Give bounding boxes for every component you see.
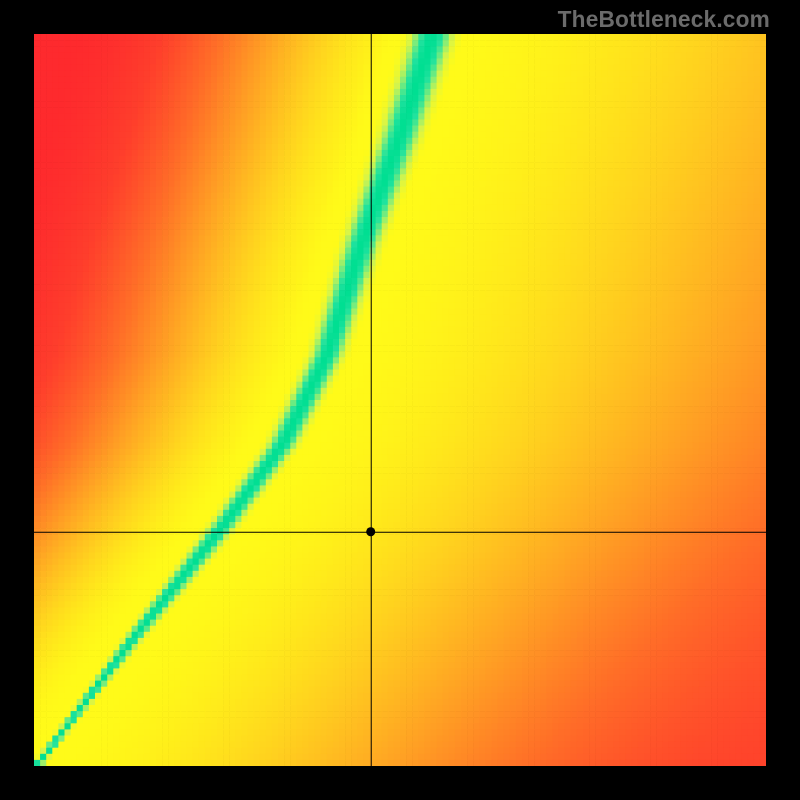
plot-area xyxy=(34,34,766,766)
watermark-text: TheBottleneck.com xyxy=(558,6,770,33)
chart-container: TheBottleneck.com xyxy=(0,0,800,800)
heatmap-canvas xyxy=(34,34,766,766)
